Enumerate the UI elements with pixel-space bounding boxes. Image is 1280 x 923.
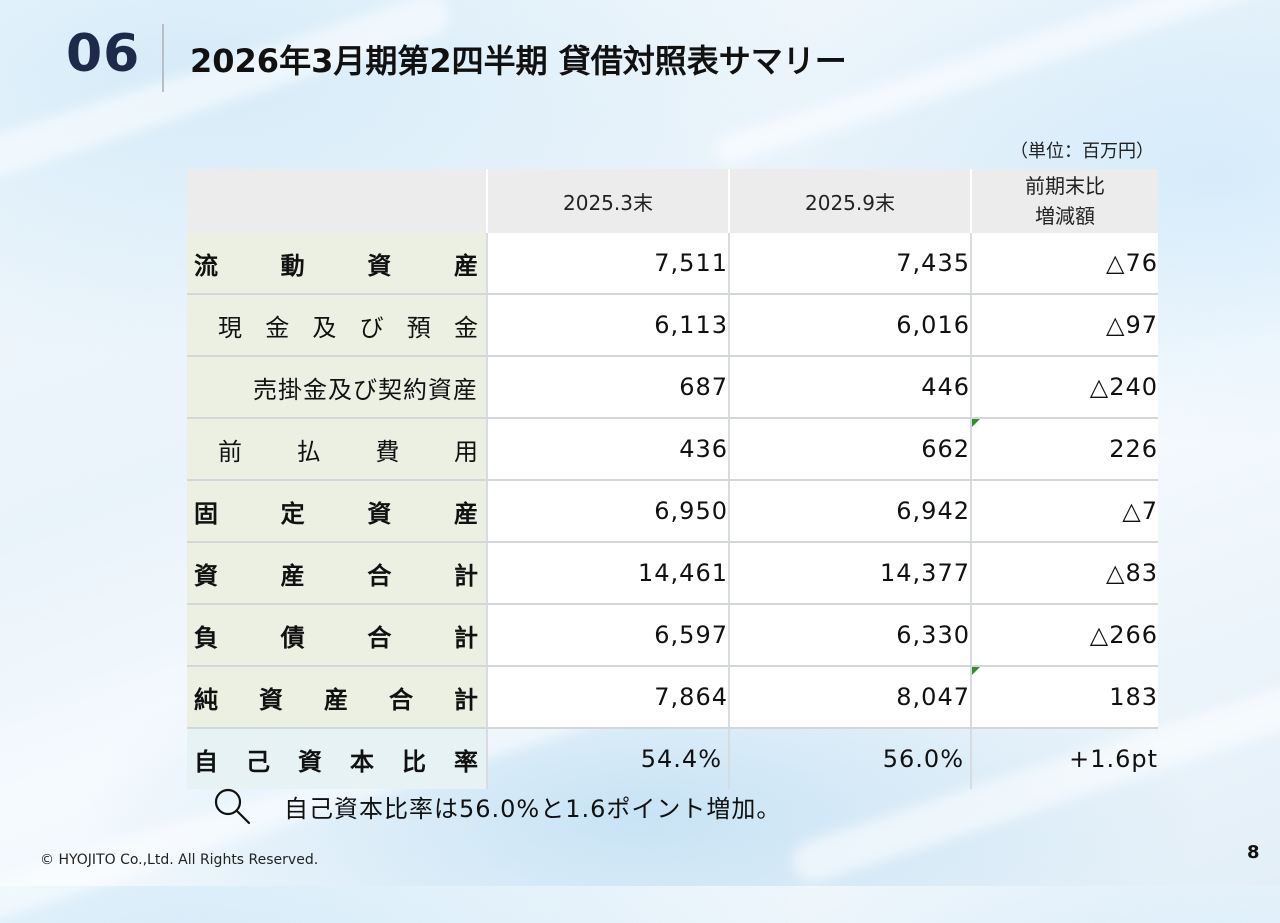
table-header-row: 2025.3末 2025.9末 前期末比 増減額	[187, 169, 1158, 233]
value-change: △266	[970, 604, 1158, 667]
table-row: 自己資本比率 54.4% 56.0% +1.6pt	[187, 728, 1158, 789]
table-row: 負債合計 6,597 6,330 △266	[187, 604, 1158, 667]
value-2025-9: 6,016	[728, 294, 971, 357]
value-2025-3: 6,950	[486, 480, 729, 543]
value-2025-3: 7,511	[486, 233, 729, 295]
value-2025-3: 687	[486, 356, 729, 419]
unit-note: （単位：百万円）	[1010, 141, 1154, 162]
section-number: 06	[66, 24, 141, 84]
value-2025-9: 6,330	[728, 604, 971, 667]
value-2025-9: 7,435	[728, 233, 971, 295]
table-row: 売掛金及び契約資産 687 446 △240	[187, 356, 1158, 419]
value-change: △7	[970, 480, 1158, 543]
row-label: 自己資本比率	[187, 728, 487, 789]
value-2025-3: 6,597	[486, 604, 729, 667]
table-row: 流動資産 7,511 7,435 △76	[187, 233, 1158, 295]
column-header-2025-3: 2025.3末	[486, 169, 729, 233]
value-change: 183	[970, 666, 1158, 729]
page-number: 8	[1247, 842, 1260, 863]
value-2025-3: 14,461	[486, 542, 729, 605]
row-label: 負債合計	[187, 604, 487, 667]
summary-note: 自己資本比率は56.0%と1.6ポイント増加。	[212, 786, 781, 826]
value-2025-3: 7,864	[486, 666, 729, 729]
row-label: 純資産合計	[187, 666, 487, 729]
value-change: △83	[970, 542, 1158, 605]
column-header-2025-9: 2025.9末	[728, 169, 971, 233]
table-row: 現金及び預金 6,113 6,016 △97	[187, 294, 1158, 357]
value-2025-9: 8,047	[728, 666, 971, 729]
value-change: 226	[970, 418, 1158, 481]
table-row: 資産合計 14,461 14,377 △83	[187, 542, 1158, 605]
value-2025-9: 446	[728, 356, 971, 419]
value-2025-9: 6,942	[728, 480, 971, 543]
table-row: 前払費用 436 662 226	[187, 418, 1158, 481]
header-blank-cell	[187, 169, 487, 233]
value-2025-9: 14,377	[728, 542, 971, 605]
summary-note-text: 自己資本比率は56.0%と1.6ポイント増加。	[284, 794, 782, 823]
page-title: 2026年3月期第2四半期 貸借対照表サマリー	[190, 42, 847, 80]
row-label: 流動資産	[187, 233, 487, 295]
copyright: © HYOJITO Co.,Ltd. All Rights Reserved.	[40, 852, 319, 868]
value-2025-3: 436	[486, 418, 729, 481]
value-change: △76	[970, 233, 1158, 295]
column-header-change: 前期末比 増減額	[970, 169, 1158, 233]
column-header-change-line1: 前期末比	[1025, 174, 1105, 198]
row-label: 固定資産	[187, 480, 487, 543]
value-2025-9: 56.0%	[728, 728, 971, 789]
row-label: 資産合計	[187, 542, 487, 605]
balance-sheet-table: 2025.3末 2025.9末 前期末比 増減額 流動資産 7,511 7,43…	[187, 169, 1158, 789]
row-label: 前払費用	[187, 418, 487, 481]
table-row: 固定資産 6,950 6,942 △7	[187, 480, 1158, 543]
magnifier-icon	[214, 788, 251, 825]
row-label: 現金及び預金	[187, 294, 487, 357]
value-2025-9: 662	[728, 418, 971, 481]
value-change: △97	[970, 294, 1158, 357]
cell-comment-marker	[972, 419, 980, 427]
value-change: +1.6pt	[970, 728, 1158, 789]
row-label: 売掛金及び契約資産	[187, 356, 487, 419]
value-2025-3: 54.4%	[486, 728, 729, 789]
cell-comment-marker	[972, 667, 980, 675]
value-2025-3: 6,113	[486, 294, 729, 357]
title-divider	[162, 24, 164, 92]
column-header-change-line2: 増減額	[1035, 204, 1095, 228]
table-row: 純資産合計 7,864 8,047 183	[187, 666, 1158, 729]
value-change: △240	[970, 356, 1158, 419]
